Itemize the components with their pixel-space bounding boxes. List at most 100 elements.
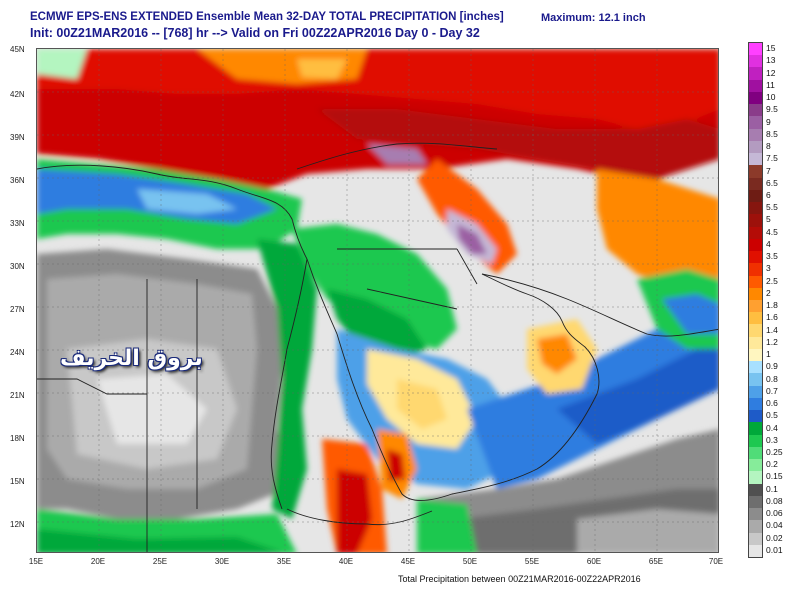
legend-label: 15 [766, 43, 776, 54]
legend-colorbar [748, 42, 763, 558]
legend-swatch [749, 373, 762, 387]
lat-label: 18N [10, 434, 25, 443]
legend-swatch [749, 544, 762, 558]
lat-label: 30N [10, 262, 25, 271]
precipitation-map[interactable] [36, 48, 719, 553]
legend-label: 4.5 [766, 226, 778, 237]
legend-label: 6.5 [766, 177, 778, 188]
legend-swatch [749, 434, 762, 448]
lon-label: 40E [338, 557, 354, 566]
legend-label: 0.2 [766, 459, 778, 470]
legend-label: 0.04 [766, 520, 783, 531]
lon-label: 50E [462, 557, 478, 566]
legend-swatch [749, 91, 762, 105]
legend-swatch [749, 226, 762, 240]
legend-swatch [749, 348, 762, 362]
legend-swatch [749, 238, 762, 252]
legend-label: 0.1 [766, 483, 778, 494]
legend-label: 0.06 [766, 508, 783, 519]
legend-label: 2.5 [766, 275, 778, 286]
maximum-label: Maximum: 12.1 inch [541, 12, 646, 24]
legend-label: 0.01 [766, 544, 783, 555]
legend-swatch [749, 177, 762, 191]
lat-label: 39N [10, 133, 25, 142]
footer-caption: Total Precipitation between 00Z21MAR2016… [398, 574, 641, 584]
lon-label: 65E [648, 557, 664, 566]
legend-label: 13 [766, 55, 776, 66]
legend-label: 7 [766, 165, 771, 176]
lat-label: 36N [10, 176, 25, 185]
legend-label: 2 [766, 287, 771, 298]
legend-swatch [749, 495, 762, 509]
lat-label: 45N [10, 45, 25, 54]
legend-swatch [749, 79, 762, 93]
lon-label: 20E [90, 557, 106, 566]
legend-label: 8 [766, 141, 771, 152]
legend-swatch [749, 422, 762, 436]
legend-swatch [749, 55, 762, 68]
legend-label: 0.8 [766, 373, 778, 384]
legend-swatch [749, 128, 762, 142]
legend-label: 0.9 [766, 361, 778, 372]
legend-label: 11 [766, 79, 775, 90]
legend-label: 9.5 [766, 104, 778, 115]
precipitation-field [37, 49, 718, 552]
legend-swatch [749, 67, 762, 81]
lon-label: 70E [708, 557, 724, 566]
legend-label: 3.5 [766, 251, 778, 262]
lat-label: 21N [10, 391, 25, 400]
legend-label: 3 [766, 263, 771, 274]
legend-swatch [749, 508, 762, 521]
legend-swatch [749, 312, 762, 325]
legend-label: 10 [766, 92, 776, 103]
legend-swatch [749, 532, 762, 546]
legend-label: 0.6 [766, 398, 778, 409]
legend-label: 5.5 [766, 202, 778, 213]
legend-swatch [749, 263, 762, 277]
legend-swatch [749, 251, 762, 264]
legend-label: 5 [766, 214, 771, 225]
legend-swatch [749, 324, 762, 338]
legend-swatch [749, 165, 762, 179]
legend-swatch [749, 397, 762, 411]
legend-label: 0.5 [766, 410, 778, 421]
legend-label: 0.4 [766, 422, 778, 433]
legend-swatch [749, 446, 762, 460]
map-subtitle: Init: 00Z21MAR2016 -- [768] hr --> Valid… [30, 26, 480, 40]
legend-label: 0.08 [766, 495, 783, 506]
legend-label: 8.5 [766, 128, 778, 139]
legend-swatch [749, 202, 762, 215]
legend-label: 1.4 [766, 324, 778, 335]
legend-label: 1.8 [766, 300, 778, 311]
lat-label: 12N [10, 520, 25, 529]
watermark-text: بروق الخريف [60, 346, 203, 371]
legend-swatch [749, 153, 762, 166]
lon-label: 45E [400, 557, 416, 566]
legend-label: 0.02 [766, 532, 783, 543]
legend-label: 1 [766, 349, 771, 360]
legend-swatch [749, 104, 762, 117]
legend-swatch [749, 336, 762, 350]
lon-label: 30E [214, 557, 230, 566]
legend-swatch [749, 483, 762, 497]
legend-swatch [749, 385, 762, 399]
legend-label: 12 [766, 67, 776, 78]
legend-swatch [749, 300, 762, 313]
legend-label: 0.15 [766, 471, 783, 482]
legend-label: 1.2 [766, 336, 778, 347]
lon-label: 35E [276, 557, 292, 566]
legend-swatch [749, 116, 762, 130]
legend-swatch [749, 214, 762, 228]
legend-label: 9 [766, 116, 771, 127]
lat-label: 33N [10, 219, 25, 228]
lon-label: 60E [586, 557, 602, 566]
map-title: ECMWF EPS-ENS EXTENDED Ensemble Mean 32-… [30, 11, 504, 23]
lat-label: 27N [10, 305, 25, 314]
legend-swatch [749, 189, 762, 203]
legend-swatch [749, 140, 762, 154]
lat-label: 15N [10, 477, 25, 486]
legend-swatch [749, 471, 762, 485]
legend-label: 0.3 [766, 434, 778, 445]
legend-label: 1.6 [766, 312, 778, 323]
lon-label: 55E [524, 557, 540, 566]
